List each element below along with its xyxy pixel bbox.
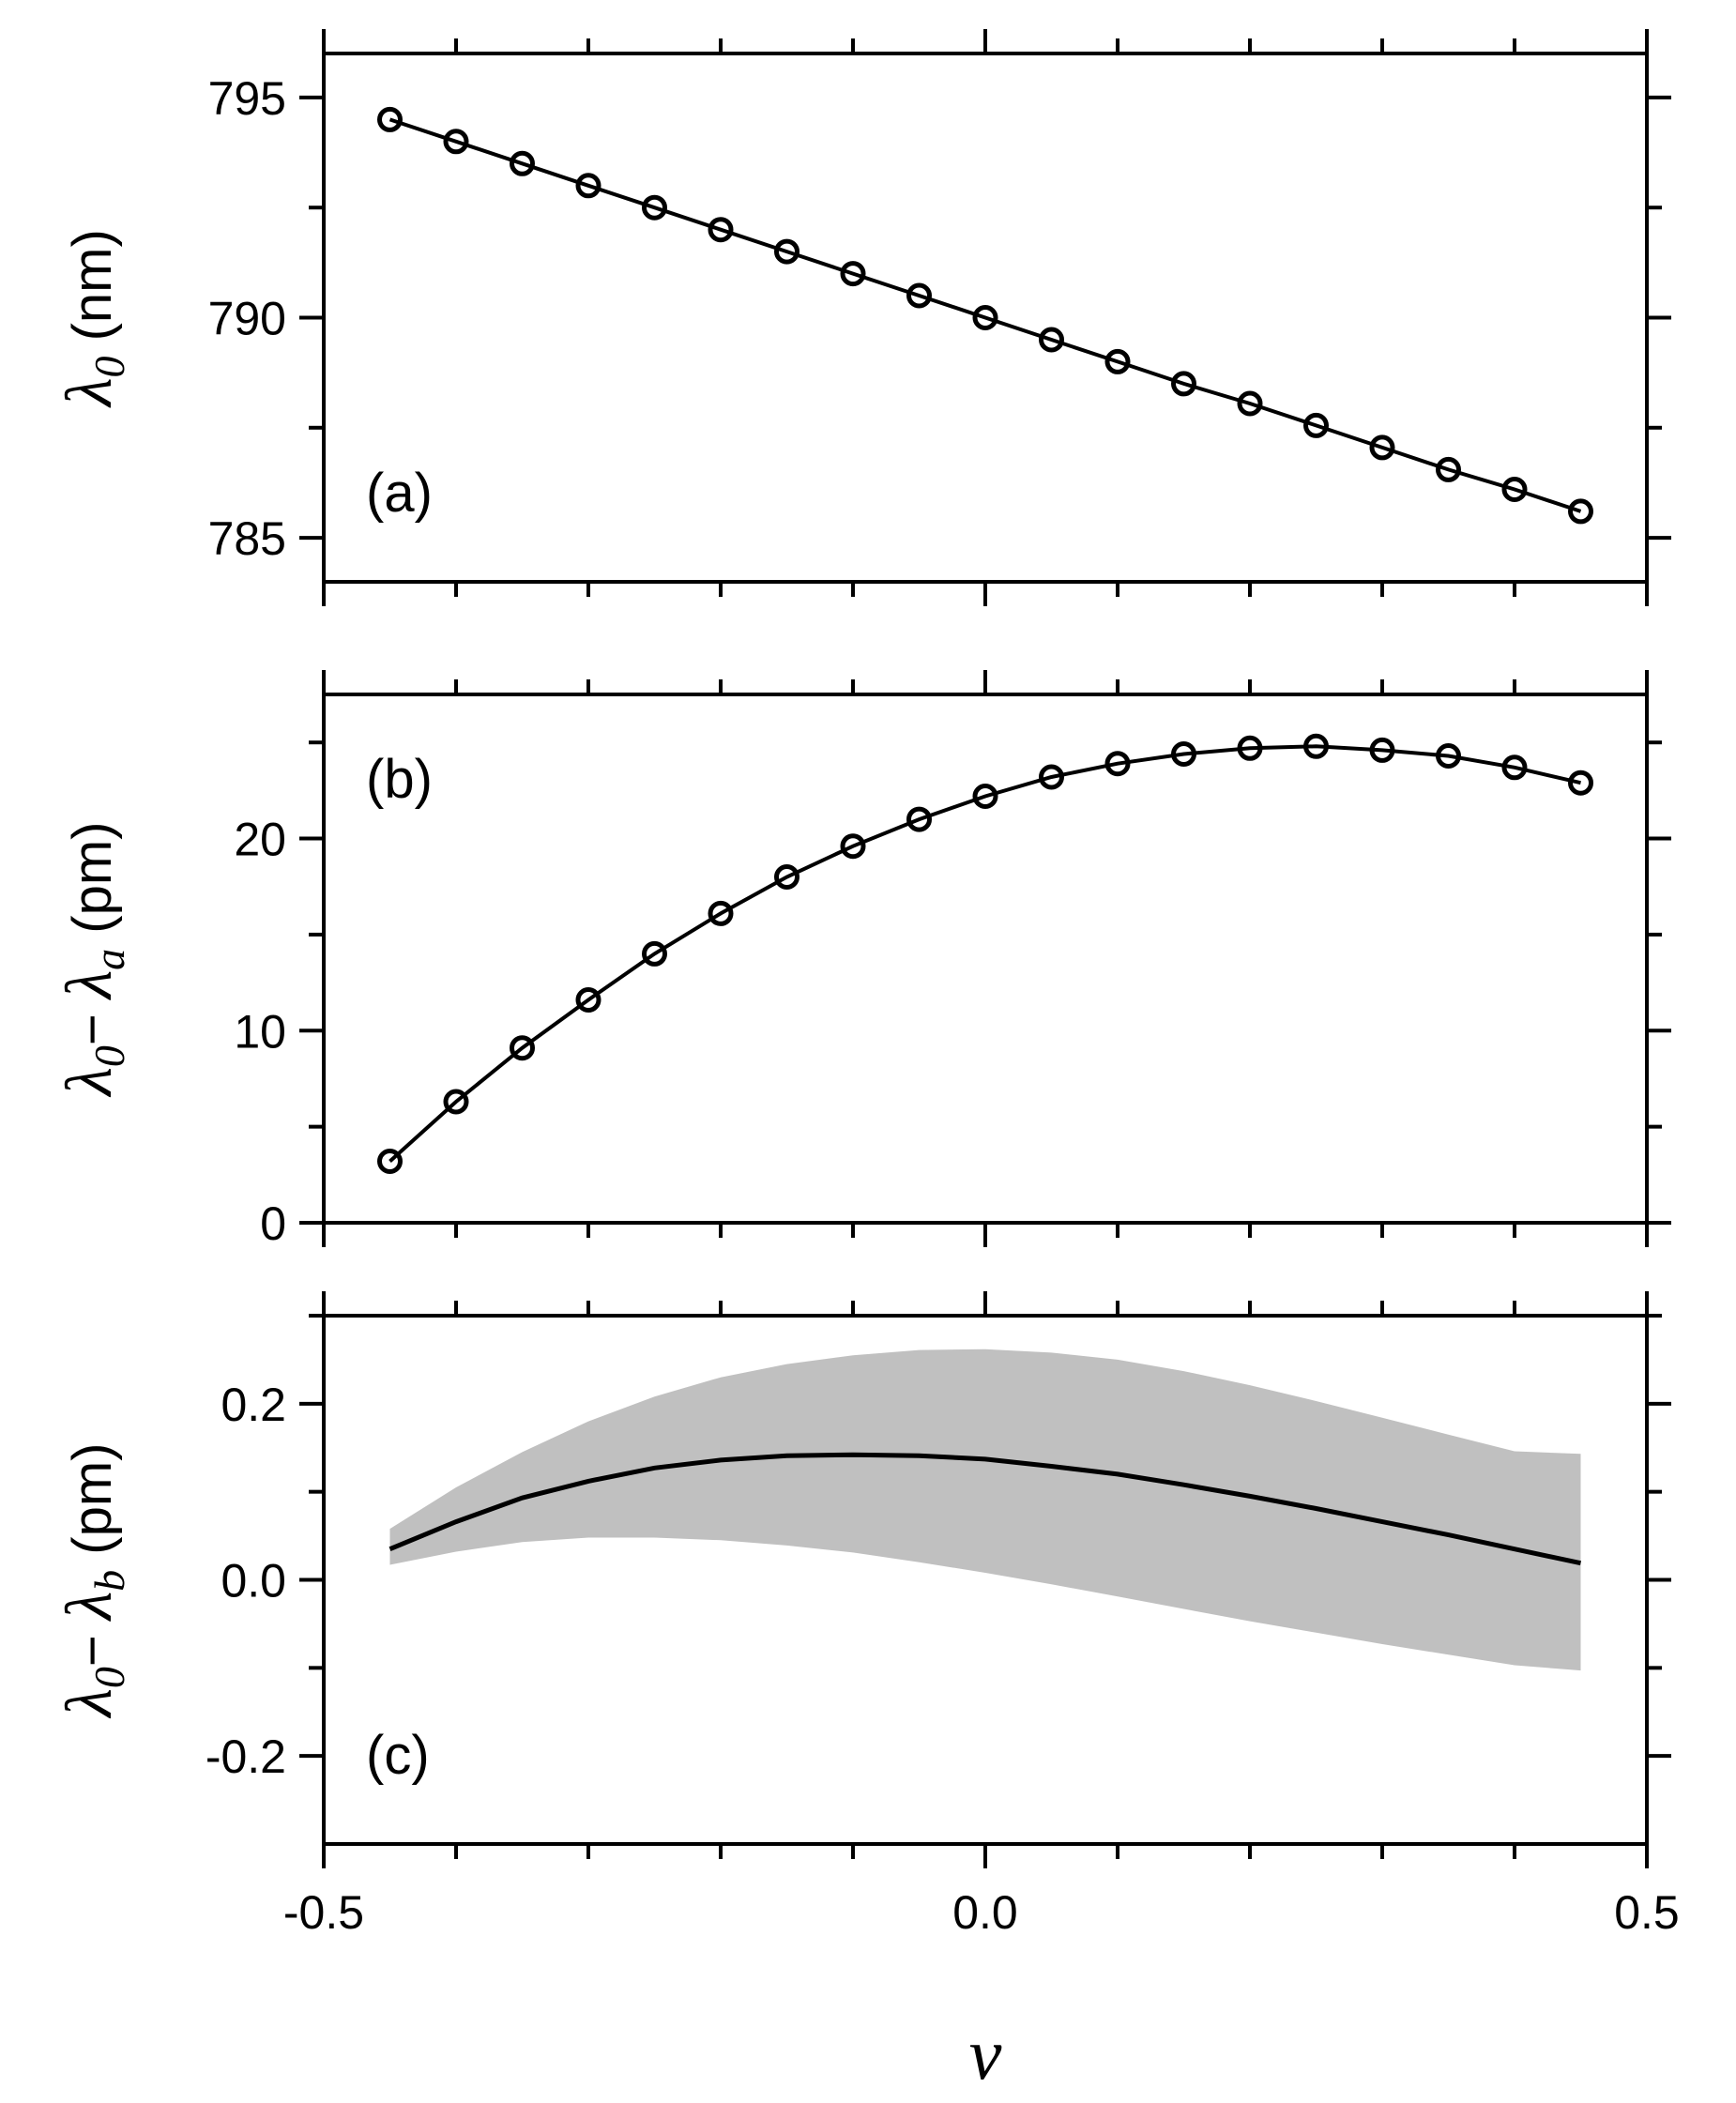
y-tick-label: 20 [234, 814, 286, 866]
panel-b: 0 10 20 (b) λ0− λa (pm) [53, 670, 1671, 1250]
data-point [1436, 456, 1461, 482]
y-tick-label: 795 [208, 72, 286, 125]
data-point [1237, 735, 1263, 761]
data-point [708, 217, 734, 243]
series-line [388, 1452, 1582, 1566]
data-point [1171, 371, 1196, 397]
data-point [1104, 751, 1131, 777]
data-point [1303, 412, 1329, 438]
panel-label: (a) [366, 463, 433, 524]
data-point [575, 987, 602, 1013]
data-point [642, 194, 667, 221]
data-point [1104, 348, 1131, 374]
data-point [1303, 733, 1329, 759]
data-point [443, 129, 469, 155]
uncertainty-band [389, 1349, 1581, 1671]
data-point [377, 106, 403, 132]
series-line [388, 744, 1581, 1163]
data-point [972, 305, 998, 330]
data-point [1501, 754, 1528, 781]
data-point [774, 238, 799, 265]
series-line [388, 117, 1582, 513]
panel-a: 785 790 795 (a) λ0 (nm) [53, 29, 1671, 606]
y-tick-label: 790 [208, 293, 286, 345]
panel-c: -0.2 0.0 0.2 (c) λ0− λb (pm) -0.5 0.0 0.5 v [53, 1291, 1680, 2095]
x-tick-label: 0.5 [1614, 1886, 1680, 1939]
data-point [1171, 741, 1196, 767]
y-tick-label: 785 [208, 512, 286, 565]
data-point [510, 150, 535, 176]
data-point [1237, 390, 1263, 417]
data-point [377, 1149, 403, 1174]
y-tick-label: 0.0 [221, 1555, 286, 1608]
data-point [642, 940, 667, 967]
y-tick-label: 0.2 [221, 1379, 286, 1431]
data-point [840, 833, 866, 860]
x-axis-label: v [969, 2013, 1002, 2095]
panel-label: (c) [366, 1725, 430, 1786]
data-point [972, 784, 998, 809]
panel-label: (b) [366, 749, 433, 810]
data-point [1436, 743, 1461, 769]
y-tick-label: 0 [260, 1197, 286, 1250]
data-point [1039, 764, 1064, 790]
x-tick-label: -0.5 [283, 1886, 364, 1939]
x-tick-label: 0.0 [952, 1886, 1018, 1939]
data-point [906, 806, 932, 832]
data-point [1039, 327, 1064, 353]
y-axis-label: λ0− λb (pm) [53, 1443, 133, 1719]
y-axis-label: λ0 (nm) [53, 229, 133, 408]
data-point [1501, 477, 1528, 502]
data-point [443, 1089, 469, 1115]
data-point [774, 864, 799, 890]
data-point [510, 1035, 535, 1061]
plot-frame [322, 693, 1649, 1225]
data-point [1369, 434, 1395, 461]
data-point [1369, 737, 1395, 763]
data-point [1568, 770, 1593, 796]
data-point [708, 900, 734, 926]
data-point [1568, 498, 1593, 525]
data-point [906, 282, 932, 309]
y-tick-label: -0.2 [206, 1730, 286, 1783]
data-point [575, 173, 602, 199]
y-axis-label: λ0− λa (pm) [53, 822, 133, 1098]
data-point [840, 261, 866, 287]
y-tick-label: 10 [234, 1005, 286, 1058]
